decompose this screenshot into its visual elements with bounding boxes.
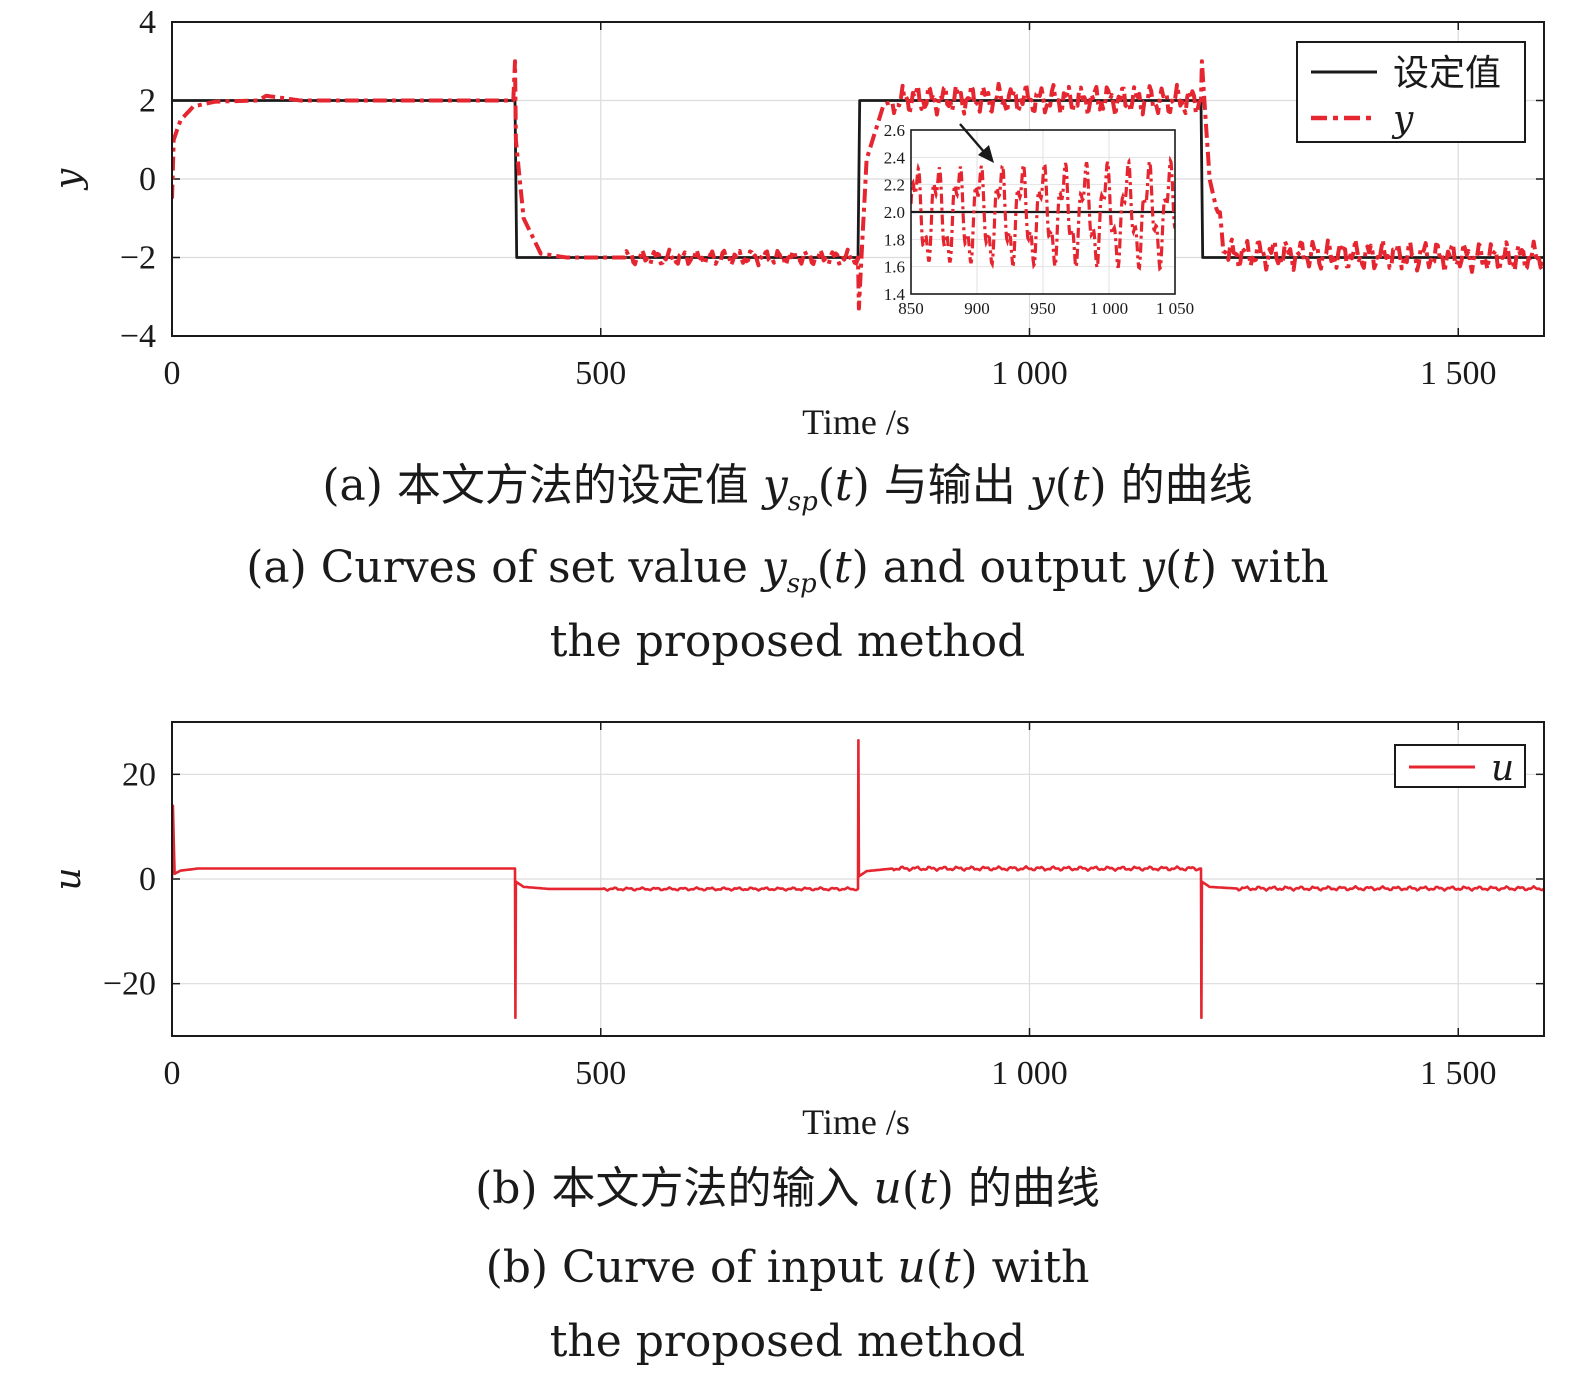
x-tick-label: 0 <box>164 355 181 392</box>
y-tick-label: 2 <box>139 83 156 120</box>
legend-label: y <box>1391 99 1414 140</box>
y-tick-label: 0 <box>139 161 156 198</box>
inset-y-tick-label: 2.6 <box>884 121 905 140</box>
inset-arrow-shaft <box>959 123 986 154</box>
caption-b-cn: (b) 本文方法的输入 u(t) 的曲线 <box>475 1163 1100 1214</box>
inset-x-tick-label: 950 <box>1030 299 1056 318</box>
x-tick-label: 1 500 <box>1420 1055 1497 1092</box>
caption-a-en: (a) Curves of set value ysp(t) and outpu… <box>246 542 1329 599</box>
caption-b-en-post: with <box>977 1242 1090 1293</box>
series-group <box>172 739 1544 1019</box>
y-tick-label: −20 <box>103 966 156 1003</box>
inset-y-tick-label: 1.6 <box>884 258 905 277</box>
legend-box <box>1296 41 1526 143</box>
inset-x-tick-label: 850 <box>898 299 924 318</box>
series-group <box>172 59 1544 311</box>
x-tick-label: 0 <box>164 1055 181 1092</box>
x-tick-label: 1 000 <box>991 1055 1068 1092</box>
legend-label: u <box>1491 748 1514 789</box>
plot-frame <box>171 721 1545 1037</box>
x-tick-label: 1 500 <box>1420 355 1497 392</box>
caption-b-en-line2: the proposed method <box>549 1316 1026 1367</box>
inset-y-tick-label: 2.0 <box>884 203 905 222</box>
y-tick-label: −2 <box>120 240 156 277</box>
caption-a-cn: (a) 本文方法的设定值 ysp(t) 与输出 y(t) 的曲线 <box>322 460 1253 517</box>
caption-a-en-line2: the proposed method <box>549 616 1026 667</box>
y-tick-label: 0 <box>139 861 156 898</box>
caption-a-en-pre: (a) Curves of set value <box>246 542 762 593</box>
inset-y-tick-label: 1.8 <box>884 230 905 249</box>
x-tick-label: 1 000 <box>991 355 1068 392</box>
caption-a-cn-pre: (a) 本文方法的设定值 <box>322 460 763 511</box>
caption-a-cn-post: 的曲线 <box>1106 460 1253 511</box>
caption-a-en-mid: and output <box>868 542 1141 593</box>
inset-x-tick-label: 1 000 <box>1090 299 1128 318</box>
caption-a-en-post: with <box>1217 542 1329 593</box>
y-tick-label: 20 <box>122 756 156 793</box>
inset-y-tick-label: 2.4 <box>884 148 906 167</box>
inset-series-group <box>911 155 1175 272</box>
series-line-u <box>172 739 1544 1019</box>
inset-frame <box>910 129 1176 295</box>
inset-arrow-head <box>978 145 994 163</box>
y-axis-label: y <box>48 168 89 191</box>
inset-x-tick-label: 900 <box>964 299 990 318</box>
inset-x-tick-label: 1 050 <box>1156 299 1194 318</box>
x-axis-label: Time /s <box>802 402 910 442</box>
x-axis-label: Time /s <box>802 1102 910 1142</box>
caption-b-cn-post: 的曲线 <box>953 1163 1100 1214</box>
series-line-y <box>172 59 1544 311</box>
x-tick-label: 500 <box>575 1055 626 1092</box>
y-tick-label: −4 <box>120 318 156 355</box>
inset-series-line <box>911 155 1175 272</box>
y-axis-label: u <box>48 867 89 890</box>
caption-a-cn-mid: 与输出 <box>869 460 1030 511</box>
caption-b-en: (b) Curve of input u(t) with <box>485 1242 1090 1293</box>
caption-b-cn-pre: (b) 本文方法的输入 <box>475 1163 874 1214</box>
plot-frame <box>171 21 1545 337</box>
y-tick-label: 4 <box>139 4 156 41</box>
chart-a: 0 500 1 000 1 500 4 2 0 −2 −4 Time /s y 850 900 950 1 … <box>48 4 1545 442</box>
legend-label: 设定值 <box>1393 53 1501 94</box>
x-tick-label: 500 <box>575 355 626 392</box>
caption-b-en-pre: (b) Curve of input <box>485 1242 898 1293</box>
inset-y-tick-label: 1.4 <box>884 285 906 304</box>
inset-y-tick-label: 2.2 <box>884 176 905 195</box>
chart-b: 0 500 1 000 1 500 20 0 −20 Time /s u u <box>48 721 1545 1142</box>
